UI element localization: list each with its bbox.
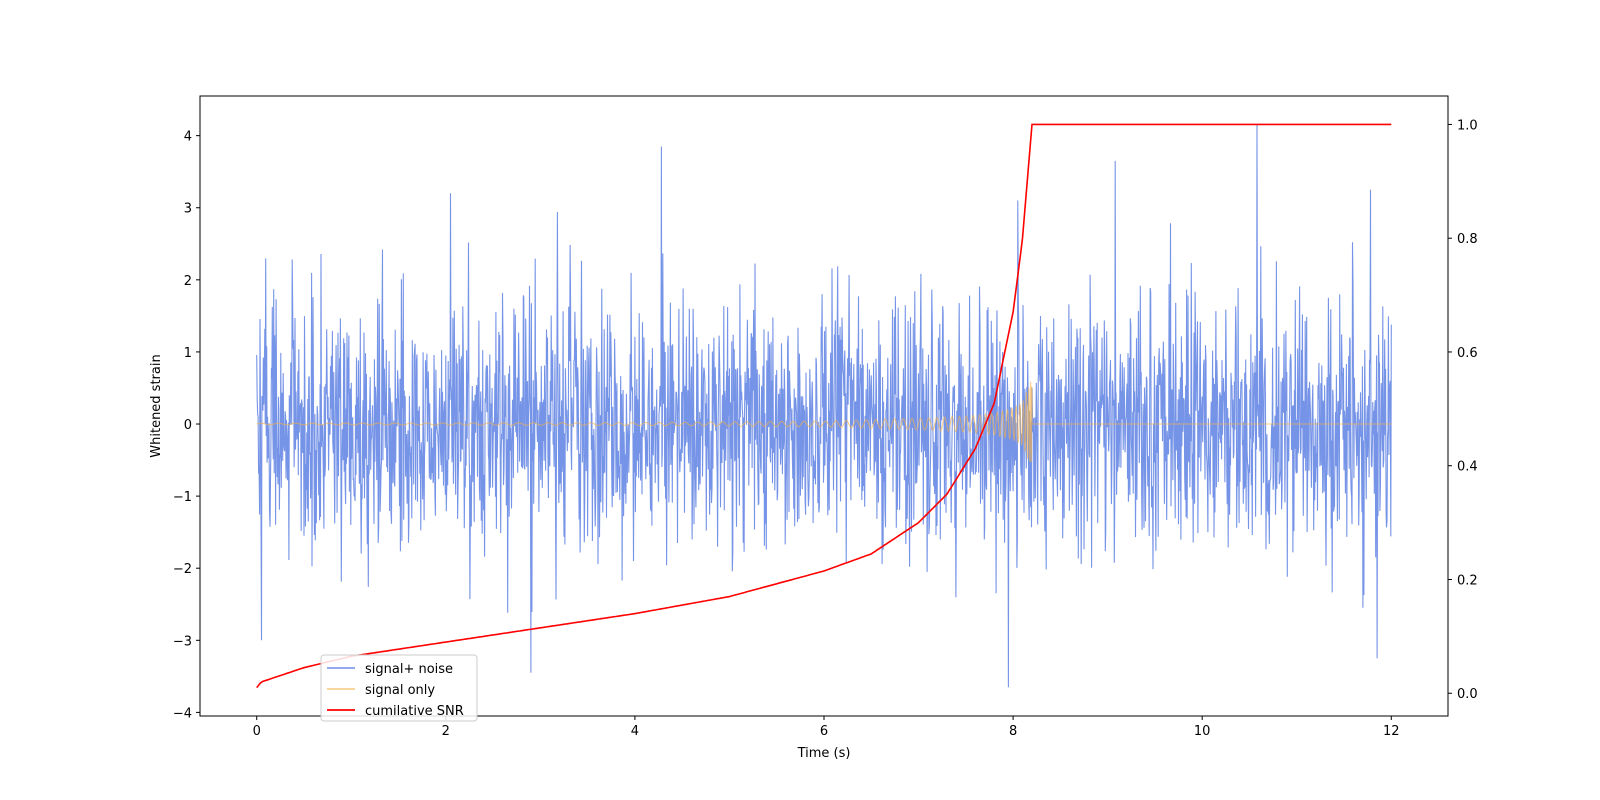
series-cumulative-snr-line [256,123,1392,689]
x-tick-label: 8 [1009,724,1017,739]
x-tick-label: 0 [253,724,261,739]
x-tick-label: 10 [1194,724,1211,739]
y2-tick-label: 1.0 [1457,118,1478,133]
y2-tick-label: 0.2 [1457,573,1478,588]
y2-tick-label: 0.6 [1457,346,1478,361]
legend-box [320,654,478,722]
legend-label: signal only [365,683,435,698]
y-tick-label: −4 [173,706,192,721]
y-tick-label: 2 [184,274,192,289]
legend-label: cumilative SNR [365,704,464,719]
x-axis: 0 2 4 6 8 10 12 [253,716,1400,739]
series-signal-only-line [256,381,1392,463]
y2-tick-label: 0.8 [1457,232,1478,247]
series-signal-noise-line [256,124,1392,688]
y-tick-label: 1 [184,346,192,361]
y2-axis: 0.0 0.2 0.4 0.6 0.8 1.0 [1448,118,1478,702]
series-layer [256,123,1392,689]
legend-label: signal+ noise [365,662,453,677]
x-axis-title: Time (s) [797,746,851,761]
legend: signal+ noise signal only cumilative SNR [320,654,478,722]
y-tick-label: −2 [173,562,192,577]
y-axis-title: Whitened strain [149,354,164,457]
y-tick-label: 0 [184,418,192,433]
y2-tick-label: 0.4 [1457,460,1478,475]
y2-tick-label: 0.0 [1457,687,1478,702]
x-tick-label: 2 [442,724,450,739]
x-tick-label: 4 [631,724,639,739]
y-axis: −4 −3 −2 −1 0 1 2 3 4 [173,130,200,721]
y-tick-label: 3 [184,202,192,217]
y-tick-label: 4 [184,130,192,145]
y-tick-label: −1 [173,490,192,505]
x-tick-label: 6 [820,724,828,739]
y-tick-label: −3 [173,634,192,649]
x-tick-label: 12 [1383,724,1400,739]
